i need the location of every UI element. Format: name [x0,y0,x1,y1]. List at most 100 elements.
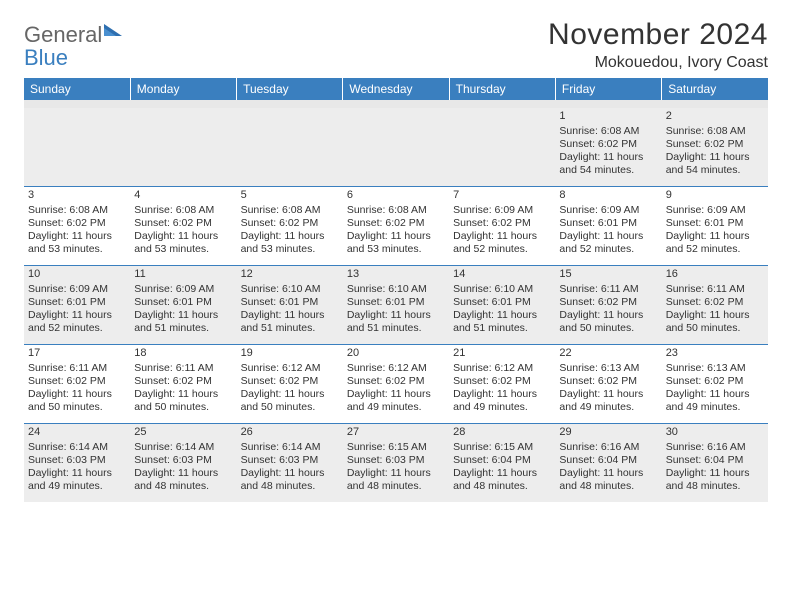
logo-text-block: General Blue [24,24,124,70]
day-cell: 2Sunrise: 6:08 AMSunset: 6:02 PMDaylight… [662,108,768,186]
day-info: Sunrise: 6:14 AMSunset: 6:03 PMDaylight:… [241,441,339,494]
day-info: Sunrise: 6:11 AMSunset: 6:02 PMDaylight:… [559,283,657,336]
location-label: Mokouedou, Ivory Coast [548,54,768,72]
logo-flag-icon [104,24,124,43]
sunset-text: Sunset: 6:01 PM [453,296,551,309]
sunset-text: Sunset: 6:02 PM [347,375,445,388]
header-spacer-row [24,100,768,108]
day-info: Sunrise: 6:08 AMSunset: 6:02 PMDaylight:… [666,125,764,178]
day-cell: 14Sunrise: 6:10 AMSunset: 6:01 PMDayligh… [449,266,555,344]
day-number: 1 [559,110,657,124]
sunset-text: Sunset: 6:03 PM [28,454,126,467]
day-cell: 28Sunrise: 6:15 AMSunset: 6:04 PMDayligh… [449,424,555,502]
day-number: 16 [666,268,764,282]
weekday-header: Sunday [24,78,130,100]
day-info: Sunrise: 6:15 AMSunset: 6:04 PMDaylight:… [453,441,551,494]
day-info: Sunrise: 6:11 AMSunset: 6:02 PMDaylight:… [134,362,232,415]
day-cell: 22Sunrise: 6:13 AMSunset: 6:02 PMDayligh… [555,345,661,423]
sunrise-text: Sunrise: 6:08 AM [559,125,657,138]
daylight-text: Daylight: 11 hours and 49 minutes. [559,388,657,414]
day-number: 5 [241,189,339,203]
day-cell: 4Sunrise: 6:08 AMSunset: 6:02 PMDaylight… [130,187,236,265]
day-cell: 8Sunrise: 6:09 AMSunset: 6:01 PMDaylight… [555,187,661,265]
daylight-text: Daylight: 11 hours and 53 minutes. [28,230,126,256]
sunrise-text: Sunrise: 6:09 AM [134,283,232,296]
day-cell: 18Sunrise: 6:11 AMSunset: 6:02 PMDayligh… [130,345,236,423]
sunrise-text: Sunrise: 6:08 AM [241,204,339,217]
day-number: 24 [28,426,126,440]
daylight-text: Daylight: 11 hours and 49 minutes. [347,388,445,414]
sunset-text: Sunset: 6:02 PM [241,217,339,230]
logo-word-general: General [24,22,102,47]
page-header: General Blue November 2024 Mokouedou, Iv… [24,18,768,72]
daylight-text: Daylight: 11 hours and 52 minutes. [453,230,551,256]
day-info: Sunrise: 6:12 AMSunset: 6:02 PMDaylight:… [347,362,445,415]
sunrise-text: Sunrise: 6:08 AM [666,125,764,138]
day-cell: 29Sunrise: 6:16 AMSunset: 6:04 PMDayligh… [555,424,661,502]
daylight-text: Daylight: 11 hours and 52 minutes. [666,230,764,256]
logo-word-blue: Blue [24,45,68,70]
day-cell: 9Sunrise: 6:09 AMSunset: 6:01 PMDaylight… [662,187,768,265]
day-info: Sunrise: 6:16 AMSunset: 6:04 PMDaylight:… [559,441,657,494]
sunset-text: Sunset: 6:02 PM [453,375,551,388]
sunset-text: Sunset: 6:04 PM [559,454,657,467]
day-number: 9 [666,189,764,203]
daylight-text: Daylight: 11 hours and 51 minutes. [453,309,551,335]
day-cell: 27Sunrise: 6:15 AMSunset: 6:03 PMDayligh… [343,424,449,502]
day-number: 13 [347,268,445,282]
day-number: 28 [453,426,551,440]
sunset-text: Sunset: 6:02 PM [559,296,657,309]
day-number: 22 [559,347,657,361]
daylight-text: Daylight: 11 hours and 51 minutes. [241,309,339,335]
sunrise-text: Sunrise: 6:08 AM [347,204,445,217]
day-number: 8 [559,189,657,203]
day-cell [343,108,449,186]
sunrise-text: Sunrise: 6:13 AM [559,362,657,375]
sunset-text: Sunset: 6:02 PM [347,217,445,230]
daylight-text: Daylight: 11 hours and 50 minutes. [666,309,764,335]
sunrise-text: Sunrise: 6:10 AM [347,283,445,296]
sunset-text: Sunset: 6:01 PM [347,296,445,309]
sunset-text: Sunset: 6:03 PM [134,454,232,467]
logo: General Blue [24,18,124,70]
sunset-text: Sunset: 6:01 PM [666,217,764,230]
day-cell [24,108,130,186]
day-number: 19 [241,347,339,361]
day-number: 2 [666,110,764,124]
day-cell: 30Sunrise: 6:16 AMSunset: 6:04 PMDayligh… [662,424,768,502]
day-cell: 25Sunrise: 6:14 AMSunset: 6:03 PMDayligh… [130,424,236,502]
day-cell: 15Sunrise: 6:11 AMSunset: 6:02 PMDayligh… [555,266,661,344]
day-number: 20 [347,347,445,361]
daylight-text: Daylight: 11 hours and 50 minutes. [241,388,339,414]
weekday-header-row: Sunday Monday Tuesday Wednesday Thursday… [24,78,768,100]
day-number: 6 [347,189,445,203]
week-row: 1 Sunrise: 6:08 AMSunset: 6:02 PMDaylight… [24,108,768,186]
sunset-text: Sunset: 6:02 PM [666,375,764,388]
day-number: 23 [666,347,764,361]
day-number: 7 [453,189,551,203]
day-cell [237,108,343,186]
sunrise-text: Sunrise: 6:09 AM [453,204,551,217]
sunset-text: Sunset: 6:01 PM [559,217,657,230]
day-cell: 13Sunrise: 6:10 AMSunset: 6:01 PMDayligh… [343,266,449,344]
sunrise-text: Sunrise: 6:14 AM [134,441,232,454]
day-cell: 5Sunrise: 6:08 AMSunset: 6:02 PMDaylight… [237,187,343,265]
sunrise-text: Sunrise: 6:08 AM [134,204,232,217]
daylight-text: Daylight: 11 hours and 48 minutes. [666,467,764,493]
sunrise-text: Sunrise: 6:09 AM [666,204,764,217]
daylight-text: Daylight: 11 hours and 52 minutes. [559,230,657,256]
weekday-header: Thursday [449,78,555,100]
day-info: Sunrise: 6:09 AMSunset: 6:01 PMDaylight:… [134,283,232,336]
day-info: Sunrise: 6:09 AMSunset: 6:01 PMDaylight:… [28,283,126,336]
sunset-text: Sunset: 6:01 PM [28,296,126,309]
day-cell: 1Sunrise: 6:08 AMSunset: 6:02 PMDaylight… [555,108,661,186]
day-info: Sunrise: 6:15 AMSunset: 6:03 PMDaylight:… [347,441,445,494]
day-info: Sunrise: 6:11 AMSunset: 6:02 PMDaylight:… [666,283,764,336]
daylight-text: Daylight: 11 hours and 49 minutes. [666,388,764,414]
daylight-text: Daylight: 11 hours and 48 minutes. [134,467,232,493]
daylight-text: Daylight: 11 hours and 48 minutes. [347,467,445,493]
daylight-text: Daylight: 11 hours and 50 minutes. [559,309,657,335]
day-cell: 6Sunrise: 6:08 AMSunset: 6:02 PMDaylight… [343,187,449,265]
day-number: 11 [134,268,232,282]
daylight-text: Daylight: 11 hours and 51 minutes. [347,309,445,335]
